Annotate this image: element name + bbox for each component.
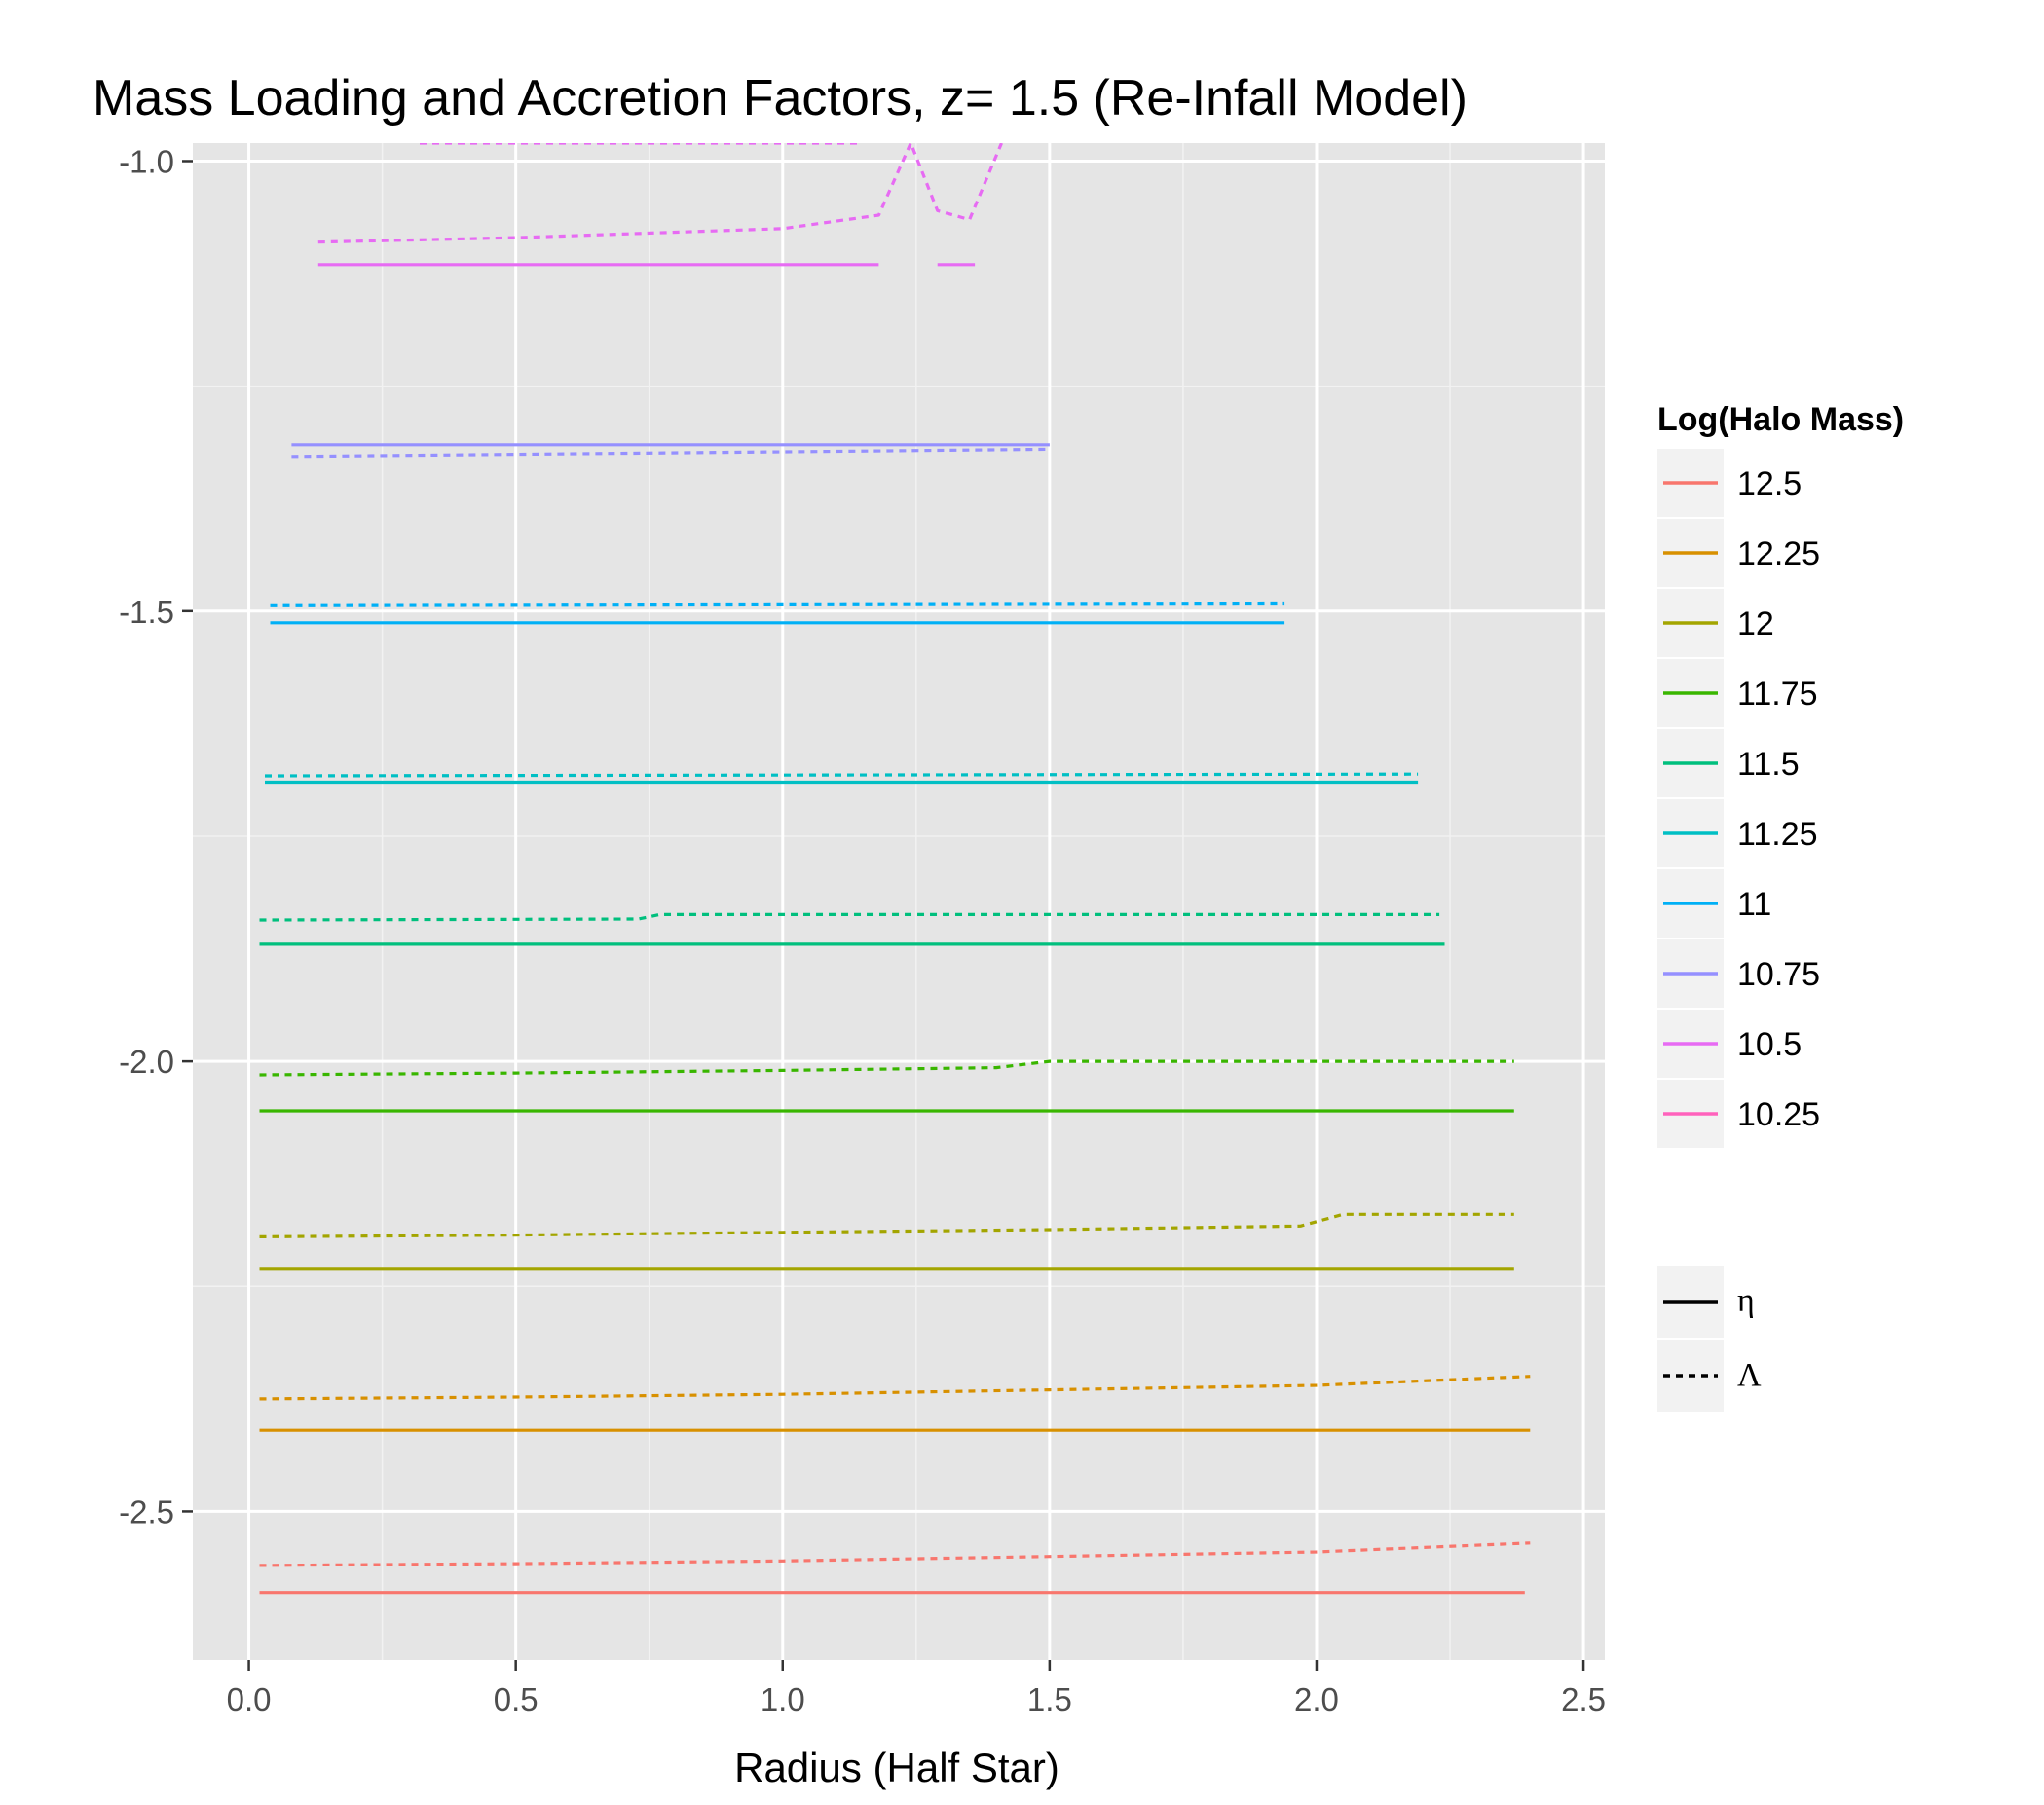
series-line-11-5-lambda [259, 912, 1440, 922]
linetype-label: Λ [1737, 1357, 1762, 1393]
legend-item-label: 11 [1737, 886, 1771, 923]
x-tick-label: 0.0 [227, 1681, 272, 1717]
legend-item-label: 12.25 [1737, 535, 1820, 572]
legend-item-label: 11.25 [1737, 816, 1818, 853]
y-tick-label: -1.5 [119, 594, 174, 630]
y-tick-label: -2.0 [119, 1044, 174, 1080]
y-tick-label: -2.5 [119, 1493, 174, 1529]
legend-item-label: 12.5 [1737, 465, 1802, 502]
legend-item-label: 10.75 [1737, 956, 1820, 993]
axes: 0.0 0.5 1.0 1.5 2.0 2.5 -1.0 -1.5 -2.0 -2.5 [119, 143, 1606, 1717]
legend-item-label: 10.25 [1737, 1096, 1820, 1133]
x-tick-label: 2.5 [1561, 1681, 1606, 1717]
y-tick-label: -1.0 [119, 143, 174, 179]
x-tick-label: 1.5 [1027, 1681, 1072, 1717]
series-clip-group [259, 143, 1531, 1595]
linetype-label: η [1737, 1283, 1755, 1319]
legend: Log(Halo Mass) 12.5 12.25 12 11.75 11.5 11.25… [1657, 401, 1904, 1412]
legend-item-label: 10.5 [1737, 1026, 1802, 1063]
series-lines [259, 143, 1531, 1595]
series-line-11-lambda [270, 601, 1285, 607]
x-axis-title: Radius (Half Star) [734, 1745, 1059, 1790]
legend-title: Log(Halo Mass) [1657, 401, 1904, 438]
plot-background [193, 143, 1605, 1660]
series-line-12-lambda [259, 1212, 1514, 1238]
series-line-12-25-lambda [259, 1375, 1531, 1401]
legend-item-label: 11.75 [1737, 676, 1818, 713]
chart-title: Mass Loading and Accretion Factors, z= 1… [93, 70, 1468, 127]
series-line-11-25-lambda [264, 772, 1419, 778]
series-line-12-5-lambda [259, 1541, 1531, 1567]
plot-panel [193, 143, 1605, 1660]
legend-item-label: 11.5 [1737, 746, 1800, 783]
gridlines [193, 143, 1605, 1660]
x-tick-label: 1.0 [761, 1681, 805, 1717]
legend-item-label: 12 [1737, 606, 1774, 643]
series-line-10-5-lambda [317, 143, 1003, 244]
x-tick-label: 2.0 [1294, 1681, 1339, 1717]
x-tick-label: 0.5 [494, 1681, 539, 1717]
